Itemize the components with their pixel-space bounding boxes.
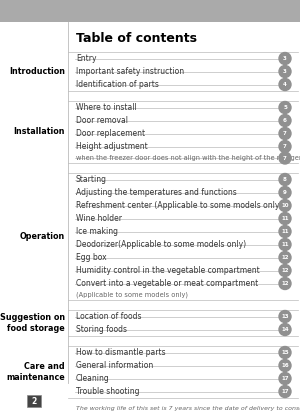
Text: 8: 8 [283,177,287,182]
Circle shape [279,278,291,290]
Circle shape [279,128,291,140]
Text: 17: 17 [281,389,289,394]
Text: 11: 11 [281,216,289,221]
Circle shape [279,264,291,276]
Text: Convert into a vegetable or meat compartment: Convert into a vegetable or meat compart… [76,279,258,288]
Text: 11: 11 [281,229,289,234]
Text: Introduction: Introduction [9,67,65,76]
Text: (Applicable to some models only): (Applicable to some models only) [76,292,188,298]
Text: Trouble shooting: Trouble shooting [76,387,140,396]
Text: 5: 5 [283,105,287,110]
Circle shape [279,347,291,358]
Text: Height adjustment: Height adjustment [76,142,148,151]
Circle shape [279,140,291,152]
Text: 4: 4 [283,82,287,87]
Text: 2: 2 [32,396,37,406]
Text: 14: 14 [281,327,289,332]
Text: Egg box: Egg box [76,253,106,262]
Circle shape [279,173,291,185]
Text: 12: 12 [281,281,289,286]
Text: Suggestion on
food storage: Suggestion on food storage [0,313,65,333]
Circle shape [279,52,291,64]
Text: Care and
maintenance: Care and maintenance [6,362,65,382]
Circle shape [279,199,291,211]
Text: 3: 3 [283,69,287,74]
Circle shape [279,187,291,199]
Text: Ice making: Ice making [76,227,118,236]
Text: 7: 7 [283,144,287,149]
Circle shape [279,323,291,335]
Circle shape [279,373,291,385]
Circle shape [279,66,291,78]
Circle shape [279,252,291,263]
Text: 16: 16 [281,363,289,368]
Circle shape [279,311,291,323]
Text: Table of contents: Table of contents [76,32,197,45]
Text: Humidity control in the vegetable compartment: Humidity control in the vegetable compar… [76,266,260,275]
Text: Location of foods: Location of foods [76,312,142,321]
Bar [0,0,300,22]
Circle shape [279,152,291,164]
Text: Entry: Entry [76,54,97,63]
Text: Wine holder: Wine holder [76,214,122,223]
Text: 7: 7 [283,131,287,136]
Circle shape [279,114,291,126]
Text: 3: 3 [283,56,287,61]
Text: Identification of parts: Identification of parts [76,80,159,89]
Text: 11: 11 [281,242,289,247]
Text: Adjusting the temperatures and functions: Adjusting the temperatures and functions [76,188,237,197]
Text: Door removal: Door removal [76,116,128,125]
Text: The working life of this set is 7 years since the date of delivery to consumer.: The working life of this set is 7 years … [76,406,300,411]
Text: 15: 15 [281,350,289,355]
Circle shape [279,238,291,251]
Text: Important safety instruction: Important safety instruction [76,67,184,76]
Text: 17: 17 [281,376,289,381]
Circle shape [279,359,291,372]
Text: Cleaning: Cleaning [76,374,110,383]
Circle shape [279,225,291,237]
Text: Door replacement: Door replacement [76,129,145,138]
Text: Starting: Starting [76,175,107,184]
Circle shape [279,102,291,114]
Text: 12: 12 [281,255,289,260]
Text: 7: 7 [283,156,287,161]
Bar [27,395,41,407]
Text: Storing foods: Storing foods [76,325,127,334]
Text: Installation: Installation [14,128,65,137]
Circle shape [279,78,291,90]
Text: How to dismantle parts: How to dismantle parts [76,348,166,357]
Text: when the freezer door does not align with the height of the refrigerator door: when the freezer door does not align wit… [76,155,300,161]
Text: General information: General information [76,361,153,370]
Text: Operation: Operation [20,232,65,241]
Text: 6: 6 [283,118,287,123]
Text: Where to install: Where to install [76,103,137,112]
Text: 12: 12 [281,268,289,273]
Text: Deodorizer(Applicable to some models only): Deodorizer(Applicable to some models onl… [76,240,246,249]
Circle shape [279,385,291,397]
Text: 13: 13 [281,314,289,319]
Text: 9: 9 [283,190,287,195]
Circle shape [279,213,291,225]
Text: Refreshment center (Applicable to some models only): Refreshment center (Applicable to some m… [76,201,282,210]
Text: 10: 10 [281,203,289,208]
